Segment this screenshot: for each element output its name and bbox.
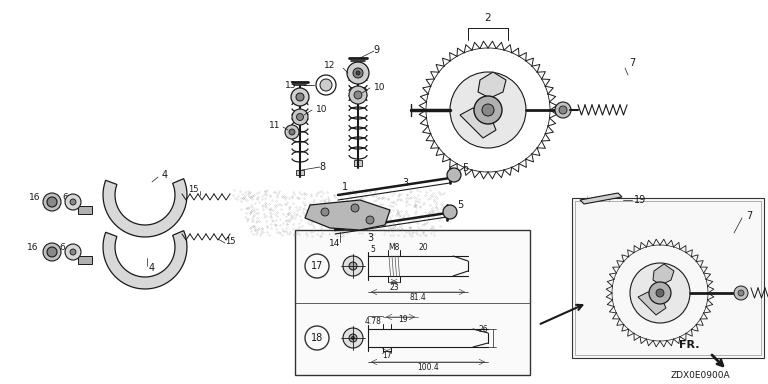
Text: 17: 17	[382, 351, 392, 361]
Circle shape	[65, 194, 81, 210]
Text: 16: 16	[27, 243, 38, 253]
Circle shape	[555, 102, 571, 118]
Text: 1: 1	[342, 182, 348, 192]
Text: 4: 4	[149, 263, 155, 273]
Circle shape	[354, 91, 362, 99]
Text: 19: 19	[634, 195, 646, 205]
Circle shape	[356, 71, 360, 75]
Circle shape	[43, 243, 61, 261]
Polygon shape	[103, 179, 187, 237]
Circle shape	[47, 197, 57, 207]
Text: 13: 13	[285, 81, 296, 89]
Circle shape	[447, 168, 461, 182]
Text: 23: 23	[389, 283, 399, 291]
Circle shape	[349, 262, 357, 270]
Text: 3: 3	[402, 178, 408, 188]
Bar	[78, 206, 92, 214]
Text: 5: 5	[371, 245, 376, 255]
Text: 4.78: 4.78	[365, 316, 382, 326]
Polygon shape	[305, 200, 390, 230]
Text: 17: 17	[311, 261, 323, 271]
Text: 6: 6	[62, 192, 68, 202]
Text: 9: 9	[373, 45, 379, 55]
Circle shape	[349, 86, 367, 104]
Circle shape	[738, 290, 744, 296]
Circle shape	[285, 125, 299, 139]
Text: 10: 10	[316, 104, 328, 114]
Bar	[575, 201, 761, 355]
Text: 3: 3	[367, 233, 373, 243]
Text: 6: 6	[59, 243, 65, 253]
Circle shape	[291, 88, 309, 106]
Circle shape	[321, 208, 329, 216]
Text: 18: 18	[311, 333, 323, 343]
Text: 100.4: 100.4	[417, 362, 439, 371]
Text: 10: 10	[374, 83, 386, 93]
Text: 19: 19	[398, 316, 408, 324]
Polygon shape	[103, 231, 187, 289]
Circle shape	[343, 256, 363, 276]
Circle shape	[349, 334, 357, 342]
Text: 2: 2	[485, 13, 492, 23]
Circle shape	[630, 263, 690, 323]
Circle shape	[296, 93, 304, 101]
Text: 11: 11	[270, 121, 281, 129]
Circle shape	[352, 336, 355, 339]
Text: 7: 7	[746, 211, 752, 221]
Text: FR.: FR.	[680, 340, 700, 350]
Text: 12: 12	[324, 61, 336, 70]
Circle shape	[366, 216, 374, 224]
Polygon shape	[478, 72, 506, 98]
Circle shape	[734, 286, 748, 300]
Bar	[572, 198, 764, 358]
Bar	[295, 230, 530, 375]
Circle shape	[43, 193, 61, 211]
Text: 20: 20	[419, 243, 428, 252]
Polygon shape	[580, 193, 622, 204]
Text: 81.4: 81.4	[409, 293, 426, 301]
Circle shape	[347, 62, 369, 84]
Circle shape	[656, 289, 664, 297]
Circle shape	[289, 129, 295, 135]
Text: 14: 14	[329, 240, 341, 248]
Text: 5: 5	[457, 200, 463, 210]
Circle shape	[649, 282, 671, 304]
Text: M8: M8	[389, 243, 399, 252]
Bar	[78, 256, 92, 264]
Polygon shape	[653, 264, 674, 285]
Circle shape	[353, 68, 363, 78]
Text: 15: 15	[187, 185, 198, 195]
Circle shape	[450, 72, 526, 148]
Text: 4: 4	[162, 170, 168, 180]
Text: 26: 26	[478, 326, 488, 334]
Circle shape	[559, 106, 567, 114]
Polygon shape	[460, 108, 496, 138]
Text: 5: 5	[462, 163, 468, 173]
Circle shape	[296, 114, 303, 121]
Circle shape	[65, 244, 81, 260]
Text: 7: 7	[629, 58, 635, 68]
Polygon shape	[638, 292, 666, 315]
Circle shape	[351, 204, 359, 212]
Text: 15: 15	[225, 237, 235, 247]
Text: 8: 8	[319, 162, 325, 172]
Circle shape	[443, 205, 457, 219]
Circle shape	[482, 104, 494, 116]
Circle shape	[70, 199, 76, 205]
Circle shape	[474, 96, 502, 124]
Circle shape	[343, 328, 363, 348]
Circle shape	[70, 249, 76, 255]
Circle shape	[320, 79, 332, 91]
Circle shape	[47, 247, 57, 257]
Bar	[354, 160, 362, 166]
Circle shape	[292, 109, 308, 125]
Text: 16: 16	[29, 192, 41, 202]
Bar	[296, 170, 304, 175]
Text: ZDX0E0900A: ZDX0E0900A	[670, 371, 730, 379]
